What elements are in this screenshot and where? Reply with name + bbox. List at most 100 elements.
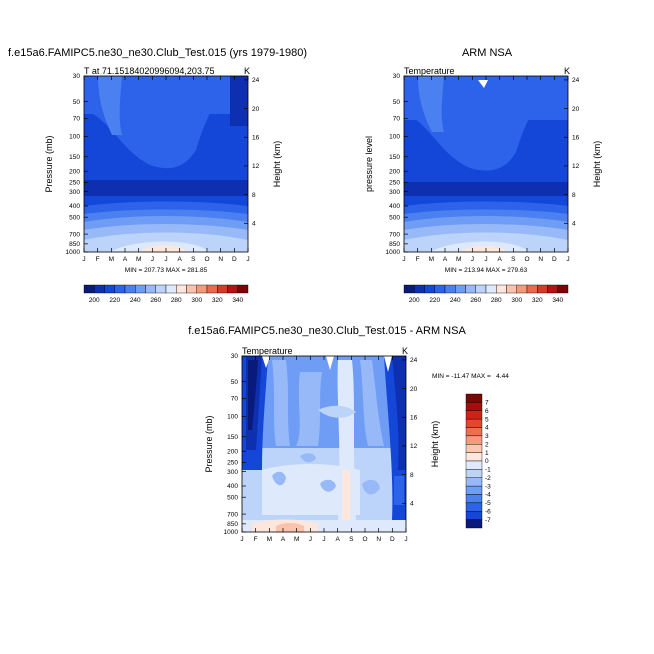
y-tick-label: 70 [73, 116, 81, 123]
colorbar-label: 7 [485, 400, 489, 407]
panel-model-min: MIN = 207.73 [125, 267, 165, 274]
panel-model-field [84, 76, 248, 252]
x-tick-label: M [109, 256, 114, 263]
panel-obs-right-label: K [564, 66, 570, 76]
height-tick-label: 20 [410, 386, 418, 393]
y-tick-label: 400 [389, 203, 400, 210]
y-tick-label: 700 [389, 231, 400, 238]
colorbar-label: -2 [485, 475, 491, 482]
y-tick-label: 30 [231, 353, 239, 360]
y-tick-label: 1000 [66, 249, 81, 256]
x-tick-label: M [456, 256, 461, 263]
y-tick-label: 1000 [386, 249, 401, 256]
colorbar-swatch [465, 452, 483, 462]
colorbar-swatch [196, 284, 208, 294]
colorbar-label: 3 [485, 433, 489, 440]
colorbar-swatch [465, 460, 483, 470]
panel-model: f.e15a6.FAMIPC5.ne30_ne30.Club_Test.015 … [8, 47, 307, 274]
colorbar-swatch [104, 284, 115, 294]
x-tick-label: D [232, 256, 237, 263]
height-tick-label: 16 [572, 134, 580, 141]
x-tick-label: D [552, 256, 557, 263]
colorbar-label: -4 [485, 492, 491, 499]
colorbar-swatch [165, 284, 177, 294]
y-tick-label: 70 [231, 396, 239, 403]
y-tick-label: 850 [389, 241, 400, 248]
x-tick-label: S [191, 256, 196, 263]
panel-obs: ARM NSA Temperature K J F M A M J J A S O N D J 30 50 7… [364, 47, 602, 274]
colorbar-swatch [206, 284, 218, 294]
x-tick-label: O [524, 256, 529, 263]
panel-model-ylabel-right: Height (km) [272, 141, 282, 188]
colorbar-diff: 765 432 10 -1-2-3 -4-5-6 -7 [465, 393, 491, 529]
panel-obs-left-label: Temperature [404, 66, 455, 76]
panel-obs-ylabel-right: Height (km) [592, 141, 602, 188]
colorbar-temp-model: 200 220 240 260 280 300 320 340 [83, 284, 249, 304]
colorbar-swatch [465, 519, 483, 529]
panel-diff-right-label: K [402, 346, 408, 356]
panel-diff-minmax: MIN = -11.47 MAX = 4.44 [432, 373, 509, 380]
x-tick-label: M [136, 256, 141, 263]
y-tick-label: 50 [393, 99, 401, 106]
colorbar-swatch [465, 418, 483, 428]
y-tick-label: 1000 [224, 529, 239, 536]
height-tick-label: 20 [572, 106, 580, 113]
colorbar-label: 5 [485, 416, 489, 423]
x-tick-label: M [429, 256, 434, 263]
y-tick-label: 500 [227, 494, 238, 501]
colorbar-swatch [186, 284, 197, 294]
colorbar-swatch [403, 284, 415, 294]
panel-model-left-label: T at 71.15184020996094,203.75 [84, 66, 214, 76]
colorbar-swatch [465, 427, 483, 437]
x-tick-label: J [566, 256, 569, 263]
y-tick-label: 300 [389, 189, 400, 196]
x-tick-label: J [404, 536, 407, 543]
panel-obs-field [404, 76, 568, 252]
y-tick-label: 200 [69, 168, 80, 175]
height-tick-label: 24 [252, 77, 260, 84]
colorbar-label: 340 [552, 297, 563, 304]
y-tick-label: 30 [73, 73, 81, 80]
colorbar-swatch [124, 284, 136, 294]
x-tick-label: A [281, 536, 286, 543]
panel-obs-min: MIN = 213.94 [445, 267, 485, 274]
x-tick-label: J [151, 256, 154, 263]
panel-model-title: f.e15a6.FAMIPC5.ne30_ne30.Club_Test.015 … [8, 47, 307, 59]
colorbar-swatch [465, 469, 483, 478]
colorbar-label: -1 [485, 467, 491, 474]
colorbar-label: 340 [232, 297, 243, 304]
x-tick-label: J [322, 536, 325, 543]
x-tick-label: F [254, 536, 258, 543]
x-tick-label: A [123, 256, 128, 263]
colorbar-label: 0 [485, 458, 489, 465]
x-tick-label: O [204, 256, 209, 263]
x-tick-label: A [335, 536, 340, 543]
x-tick-label: J [402, 256, 405, 263]
x-tick-label: J [82, 256, 85, 263]
panel-obs-minmax: MIN = 213.94 MAX = 279.63 [445, 267, 528, 274]
panel-model-max: MAX = 281.85 [166, 267, 208, 274]
colorbar-label: 240 [130, 297, 141, 304]
colorbar-label: 320 [212, 297, 223, 304]
colorbar-swatch [465, 494, 483, 504]
y-tick-label: 100 [69, 134, 80, 141]
colorbar-swatch [217, 284, 228, 294]
x-tick-label: S [349, 536, 354, 543]
colorbar-label: 2 [485, 441, 489, 448]
colorbar-swatch [557, 284, 569, 294]
panel-diff: f.e15a6.FAMIPC5.ne30_ne30.Club_Test.015 … [188, 325, 509, 543]
y-tick-label: 70 [393, 116, 401, 123]
y-tick-label: 400 [69, 203, 80, 210]
y-tick-label: 850 [227, 521, 238, 528]
colorbar-swatch [135, 284, 146, 294]
panel-diff-left-label: Temperature [242, 346, 293, 356]
y-tick-label: 50 [73, 99, 81, 106]
colorbar-swatch [516, 284, 528, 294]
colorbar-swatch [506, 284, 517, 294]
colorbar-swatch [537, 284, 548, 294]
colorbar-swatch [465, 477, 483, 487]
x-tick-label: J [164, 256, 167, 263]
y-tick-label: 300 [69, 189, 80, 196]
colorbar-swatch [475, 284, 487, 294]
